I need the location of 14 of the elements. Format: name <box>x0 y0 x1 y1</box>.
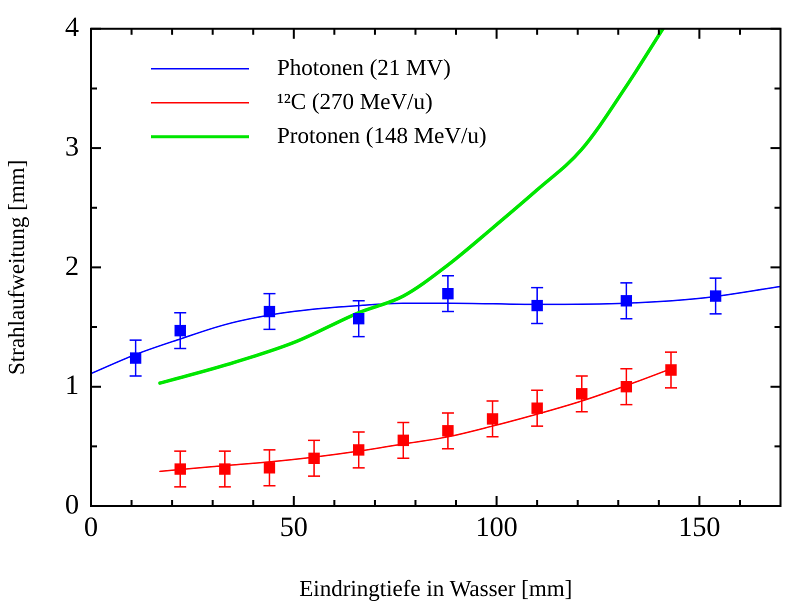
legend-label: Photonen (21 MV) <box>277 54 451 80</box>
y-axis-title: Strahlaufweitung [mm] <box>4 160 29 376</box>
legend-label: ¹²C (270 MeV/u) <box>277 88 433 114</box>
x-axis-title: Eindringtiefe in Wasser [mm] <box>299 576 572 602</box>
y-tick-label: 4 <box>65 12 79 44</box>
x-tick-label: 150 <box>678 512 720 544</box>
y-tick-label: 1 <box>65 370 79 402</box>
y-tick-label: 2 <box>65 250 79 282</box>
x-tick-label: 50 <box>280 512 308 544</box>
y-tick-label: 0 <box>65 489 79 520</box>
y-tick-label: 3 <box>65 131 79 162</box>
legend-label: Protonen (148 MeV/u) <box>277 122 487 148</box>
x-tick-label: 100 <box>476 512 518 544</box>
x-tick-label: 0 <box>84 512 98 544</box>
